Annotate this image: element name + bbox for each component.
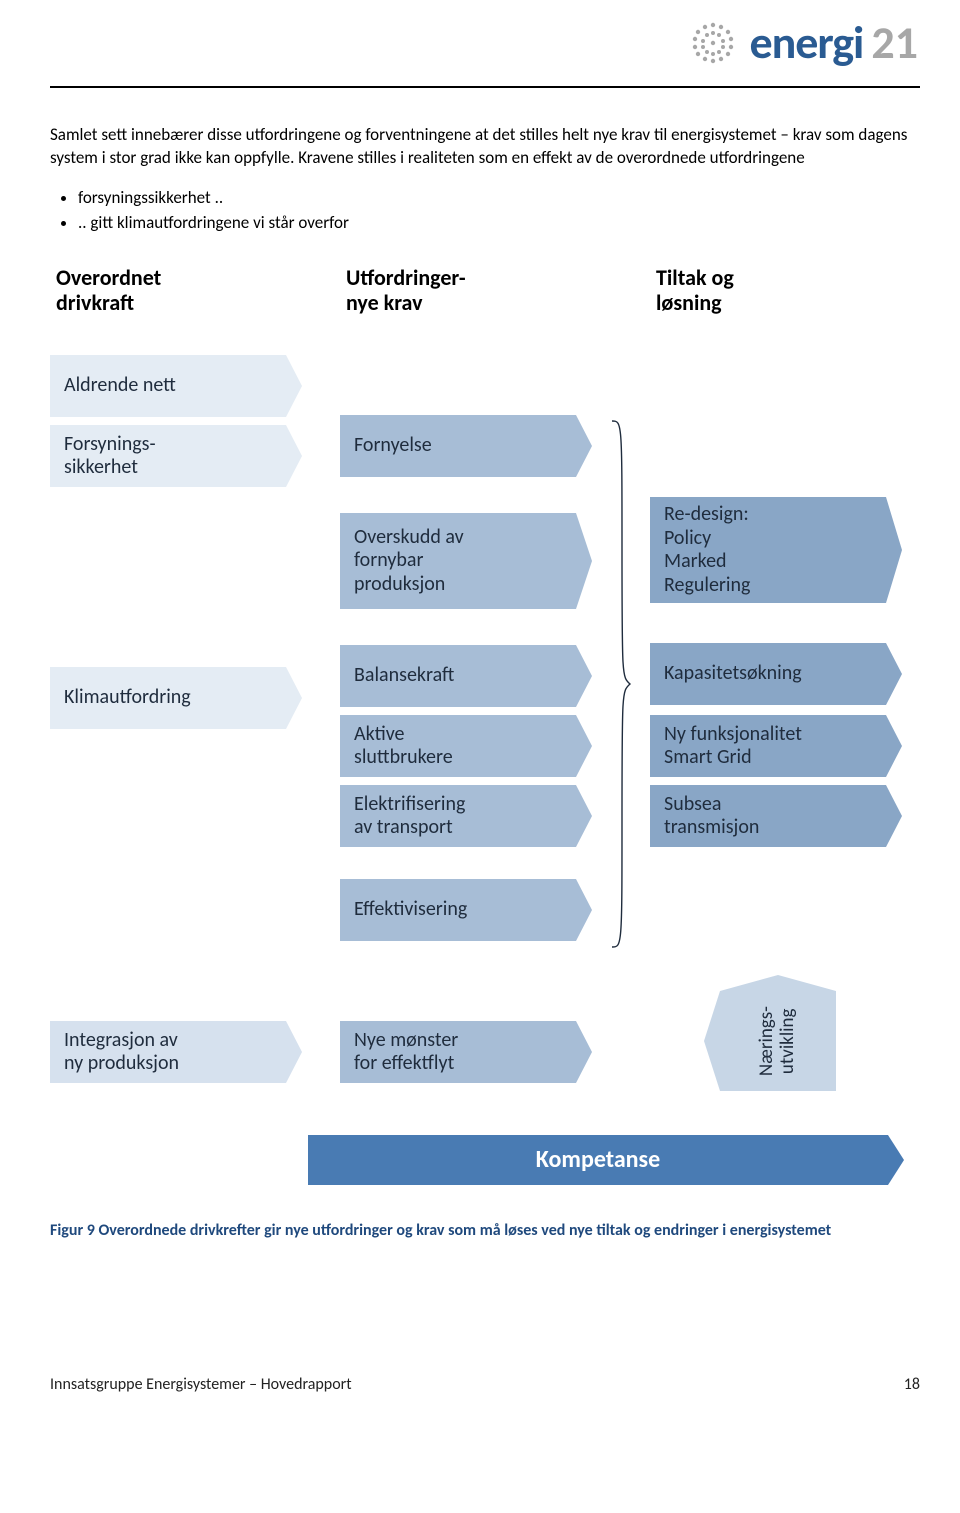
page-footer: Innsatsgruppe Energisystemer – Hovedrapp… bbox=[50, 1375, 920, 1394]
figure-caption: Figur 9 Overordnede drivkrefter gir nye … bbox=[50, 1221, 870, 1242]
solution-subsea: Subsea transmisjon bbox=[650, 785, 886, 847]
header: energi 21 bbox=[50, 0, 920, 88]
page: energi 21 Samlet sett innebærer disse ut… bbox=[0, 0, 960, 1424]
challenge-aktive-sluttbrukere: Aktive sluttbrukere bbox=[340, 715, 576, 777]
brace-icon bbox=[608, 419, 632, 949]
driver-forsyningssikkerhet: Forsynings- sikkerhet bbox=[50, 425, 286, 487]
column-header-drivkraft: Overordnet drivkraft bbox=[56, 265, 161, 316]
driver-integrasjon: Integrasjon av ny produksjon bbox=[50, 1021, 286, 1083]
bullet-list: forsyningssikkerhet .. .. gitt klimautfo… bbox=[78, 186, 920, 235]
logo-word: energi bbox=[749, 15, 863, 71]
footer-left: Innsatsgruppe Energisystemer – Hovedrapp… bbox=[50, 1375, 352, 1394]
footer-page-number: 18 bbox=[904, 1375, 920, 1394]
logo-suffix: 21 bbox=[871, 15, 918, 71]
challenge-fornyelse: Fornyelse bbox=[340, 415, 576, 477]
logo-mark-icon bbox=[683, 13, 743, 73]
challenge-effektivisering: Effektivisering bbox=[340, 879, 576, 941]
solution-kapasitet: Kapasitetsøkning bbox=[650, 643, 886, 705]
intro-paragraph: Samlet sett innebærer disse utfordringen… bbox=[50, 124, 920, 170]
challenge-overskudd: Overskudd av fornybar produksjon bbox=[340, 513, 576, 609]
solution-naeringsutvikling: Nærings- utvikling bbox=[720, 991, 836, 1091]
solution-redesign: Re-design: Policy Marked Regulering bbox=[650, 497, 886, 603]
kompetanse-bar: Kompetanse bbox=[308, 1135, 888, 1185]
logo: energi 21 bbox=[683, 13, 920, 73]
driver-klimautfordring: Klimautfordring bbox=[50, 667, 286, 729]
column-header-tiltak: Tiltak og løsning bbox=[656, 265, 734, 316]
challenge-nye-monster: Nye mønster for effektflyt bbox=[340, 1021, 576, 1083]
flow-diagram: Overordnet drivkraft Utfordringer- nye k… bbox=[50, 265, 920, 1255]
column-header-utfordringer: Utfordringer- nye krav bbox=[346, 265, 466, 316]
challenge-balansekraft: Balansekraft bbox=[340, 645, 576, 707]
driver-aldrende-nett: Aldrende nett bbox=[50, 355, 286, 417]
solution-smartgrid: Ny funksjonalitet Smart Grid bbox=[650, 715, 886, 777]
bullet-item: forsyningssikkerhet .. bbox=[78, 186, 920, 211]
challenge-elektrifisering: Elektrifisering av transport bbox=[340, 785, 576, 847]
bullet-item: .. gitt klimautfordringene vi står overf… bbox=[78, 211, 920, 236]
